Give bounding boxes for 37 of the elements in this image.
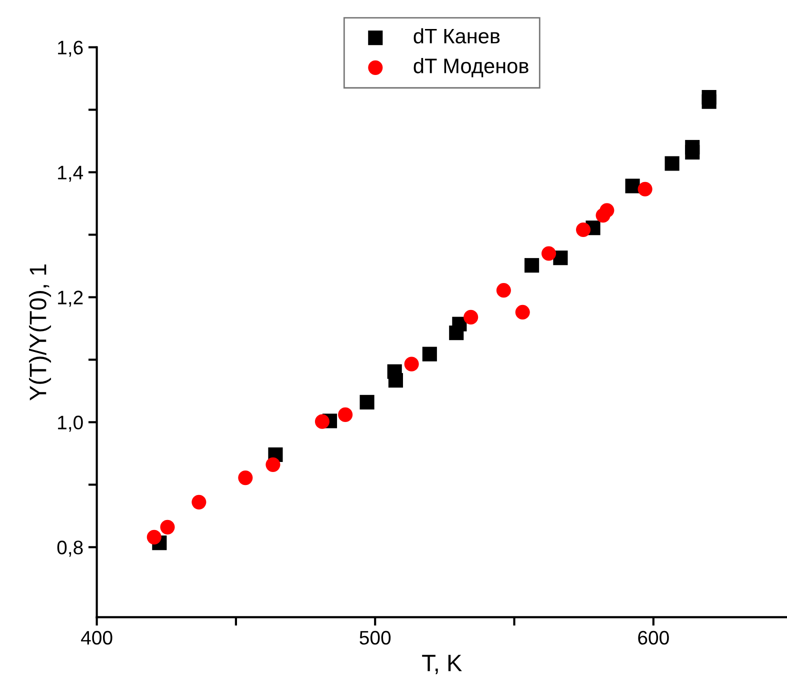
point [664, 156, 680, 171]
x-tick-label: 400 [81, 630, 112, 645]
point [238, 470, 253, 486]
point [388, 373, 403, 388]
point [553, 250, 568, 266]
point [464, 310, 478, 324]
point [515, 304, 530, 320]
point [146, 530, 162, 544]
point [314, 414, 330, 429]
point [685, 140, 700, 155]
point [625, 178, 640, 194]
y-tick-label: 0,8 [57, 540, 83, 557]
point [496, 283, 511, 298]
point [524, 258, 540, 273]
point [404, 356, 419, 372]
point [266, 457, 280, 472]
point [452, 316, 467, 332]
point [576, 222, 591, 238]
x-axis-title: T, K [422, 654, 462, 674]
point [600, 203, 614, 218]
y-tick-label: 1,2 [58, 290, 83, 307]
y-tick-label: 1,4 [58, 166, 84, 182]
point [160, 520, 175, 534]
y-axis-title: Y(T)/Y(T0), 1 [29, 264, 52, 401]
point [638, 182, 652, 196]
legend-label: dT Канев [414, 28, 500, 44]
point [702, 90, 716, 105]
legend-label: dT Моденов [414, 58, 528, 78]
point [541, 246, 556, 261]
point [360, 394, 374, 410]
x-tick-label: 600 [638, 630, 669, 645]
point [422, 346, 437, 362]
point [192, 494, 206, 510]
y-tick-label: 1,6 [58, 40, 83, 57]
y-tick-label: 1,0 [58, 416, 83, 432]
point [338, 407, 353, 422]
x-tick-label: 500 [360, 630, 391, 645]
